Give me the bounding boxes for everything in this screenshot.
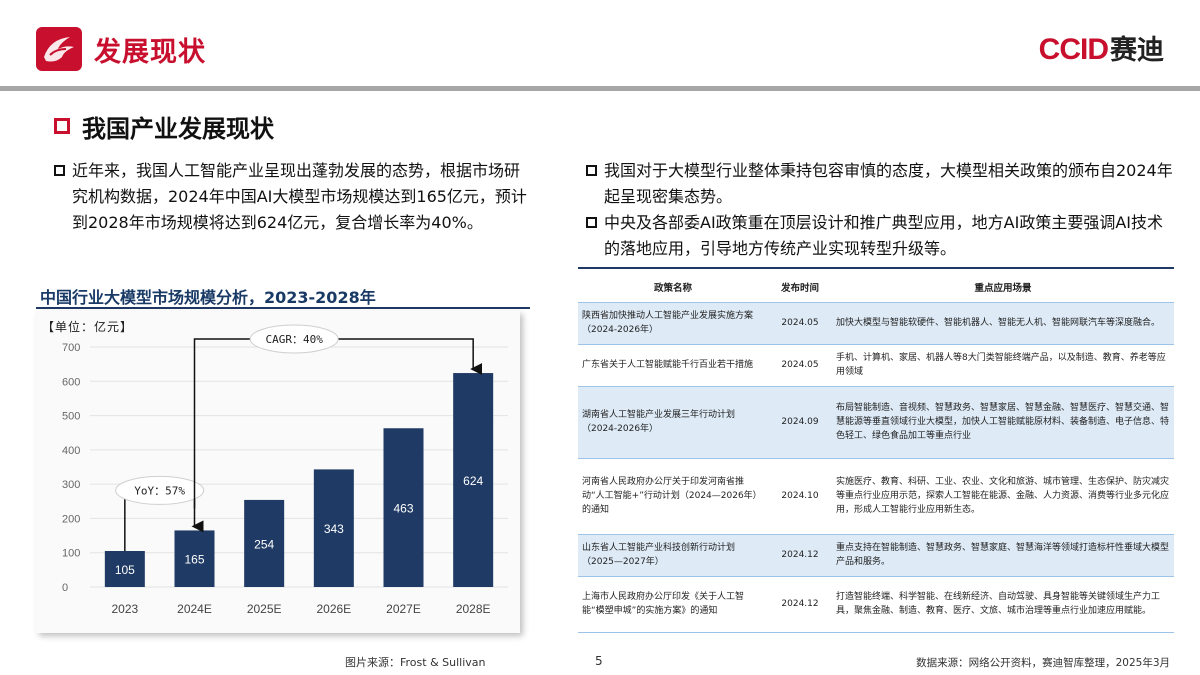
policy-scene: 手机、计算机、家居、机器人等8大门类智能终端产品，以及制造、教育、养老等应用领域 [832, 344, 1174, 387]
policy-date: 2024.12 [768, 576, 832, 633]
section-title: 我国产业发展现状 [82, 115, 274, 143]
policy-name: 陕西省加快推动人工智能产业发展实施方案（2024-2026年） [578, 302, 768, 345]
bar-value-label: 254 [254, 537, 274, 551]
header-divider [0, 86, 1200, 91]
bar-chart: 700 600 500 400 300 200 100 0 105 2023 165 2024E 254… [62, 324, 508, 616]
policy-name: 河南省人民政府办公厅关于印发河南省推动“人工智能+”行动计划（2024—2026… [578, 458, 768, 535]
bullet-text: 我国对于大模型行业整体秉持包容审慎的态度，大模型相关政策的颁布自2024年起呈现… [604, 161, 1173, 206]
table-row: 陕西省加快推动人工智能产业发展实施方案（2024-2026年） 2024.05 … [578, 302, 1174, 345]
x-tick-label: 2026E [316, 602, 351, 616]
y-tick-label: 700 [62, 342, 80, 354]
brand-logo: CCID赛迪 [1039, 28, 1164, 67]
y-tick-label: 200 [62, 513, 80, 525]
square-bullet-icon [54, 118, 70, 134]
table-header-row: 政策名称 发布时间 重点应用场景 [578, 272, 1174, 303]
chart-source: 图片来源：Frost & Sullivan [345, 656, 486, 669]
yoy-bubble [115, 475, 205, 505]
policy-scene: 实施医疗、教育、科研、工业、农业、文化和旅游、城市管理、生态保护、防灾减灾等重点… [832, 458, 1174, 535]
bar-value-label: 165 [184, 553, 204, 567]
chart-unit-label: 【单位：亿元】 [42, 320, 134, 334]
col-header-name: 政策名称 [578, 272, 768, 303]
bullet-market-size: 近年来，我国人工智能产业呈现出蓬勃发展的态势，根据市场研究机构数据，2024年中… [54, 158, 534, 236]
bar [174, 530, 215, 587]
policy-date: 2024.05 [768, 344, 832, 387]
square-bullet-icon [586, 217, 597, 228]
policy-scene: 重点支持在智能制造、智慧政务、智慧家庭、智慧海洋等领域打造标杆性垂域大模型产品和… [832, 534, 1174, 577]
cagr-label: CAGR：40% [265, 333, 323, 346]
policy-name: 上海市人民政府办公厅印发《关于人工智能“模塑申城”的实施方案》的通知 [578, 576, 768, 633]
x-tick-label: 2025E [247, 602, 282, 616]
bar-value-label: 463 [393, 502, 413, 516]
policy-name: 广东省关于人工智能赋能千行百业若干措施 [578, 344, 768, 387]
table-top-rule [578, 267, 1174, 269]
chart-title-divider [36, 307, 530, 309]
page-title: 发展现状 [94, 37, 206, 68]
bar [104, 551, 145, 587]
policy-date: 2024.10 [768, 458, 832, 535]
yoy-label: YoY：57% [134, 484, 185, 497]
table-row: 湖南省人工智能产业发展三年行动计划（2024-2026年） 2024.09 布局… [578, 386, 1174, 459]
policy-scene: 打造智能终端、科学智能、在线新经济、自动驾驶、具身智能等关键领域生产力工具，聚焦… [832, 576, 1174, 633]
bullet-policy-focus: 中央及各部委AI政策重在顶层设计和推广典型应用，地方AI政策主要强调AI技术的落… [586, 210, 1176, 262]
bar-value-label: 105 [115, 563, 135, 577]
bar [383, 428, 424, 587]
bullet-text: 中央及各部委AI政策重在顶层设计和推广典型应用，地方AI政策主要强调AI技术的落… [604, 213, 1163, 258]
y-tick-label: 500 [62, 411, 80, 423]
col-header-scene: 重点应用场景 [832, 272, 1174, 303]
table-row: 河南省人民政府办公厅关于印发河南省推动“人工智能+”行动计划（2024—2026… [578, 458, 1174, 535]
table-row: 上海市人民政府办公厅印发《关于人工智能“模塑申城”的实施方案》的通知 2024.… [578, 576, 1174, 633]
policy-scene: 加快大模型与智能软硬件、智能机器人、智能无人机、智能网联汽车等深度融合。 [832, 302, 1174, 345]
bar [453, 373, 494, 587]
bar [244, 499, 285, 587]
y-tick-label: 0 [62, 582, 68, 594]
table-source: 数据来源：网络公开资料，赛迪智库整理，2025年3月 [916, 657, 1170, 669]
bar-value-label: 343 [324, 522, 344, 536]
square-bullet-icon [586, 165, 597, 176]
y-tick-label: 400 [62, 445, 80, 457]
policy-date: 2024.05 [768, 302, 832, 345]
square-bullet-icon [54, 165, 65, 176]
y-tick-label: 300 [62, 479, 80, 491]
bar-value-label: 624 [463, 474, 483, 488]
policy-table: 政策名称 发布时间 重点应用场景 陕西省加快推动人工智能产业发展实施方案（202… [578, 272, 1174, 633]
cagr-bubble [249, 324, 339, 354]
bullet-policy-attitude: 我国对于大模型行业整体秉持包容审慎的态度，大模型相关政策的颁布自2024年起呈现… [586, 158, 1176, 210]
y-tick-label: 600 [62, 376, 80, 388]
page-number: 5 [595, 654, 603, 668]
brand-cn: 赛迪 [1110, 35, 1164, 66]
x-tick-label: 2027E [386, 602, 421, 616]
x-tick-label: 2028E [456, 602, 491, 616]
brand-latin: CCID [1038, 33, 1109, 66]
table-row: 广东省关于人工智能赋能千行百业若干措施 2024.05 手机、计算机、家居、机器… [578, 344, 1174, 387]
x-tick-label: 2023 [111, 602, 138, 616]
bullet-text: 近年来，我国人工智能产业呈现出蓬勃发展的态势，根据市场研究机构数据，2024年中… [72, 161, 527, 232]
x-tick-label: 2024E [177, 602, 212, 616]
col-header-date: 发布时间 [768, 272, 832, 303]
bar [313, 469, 354, 587]
policy-name: 山东省人工智能产业科技创新行动计划（2025—2027年） [578, 534, 768, 577]
table-row: 山东省人工智能产业科技创新行动计划（2025—2027年） 2024.12 重点… [578, 534, 1174, 577]
policy-scene: 布局智能制造、音视频、智慧政务、智慧家居、智慧金融、智慧医疗、智慧交通、智慧能源… [832, 386, 1174, 459]
y-tick-label: 100 [62, 548, 80, 560]
chart-title: 中国行业大模型市场规模分析，2023-2028年 [40, 288, 376, 307]
policy-date: 2024.12 [768, 534, 832, 577]
logo-icon [36, 27, 82, 71]
policy-name: 湖南省人工智能产业发展三年行动计划（2024-2026年） [578, 386, 768, 459]
policy-date: 2024.09 [768, 386, 832, 459]
